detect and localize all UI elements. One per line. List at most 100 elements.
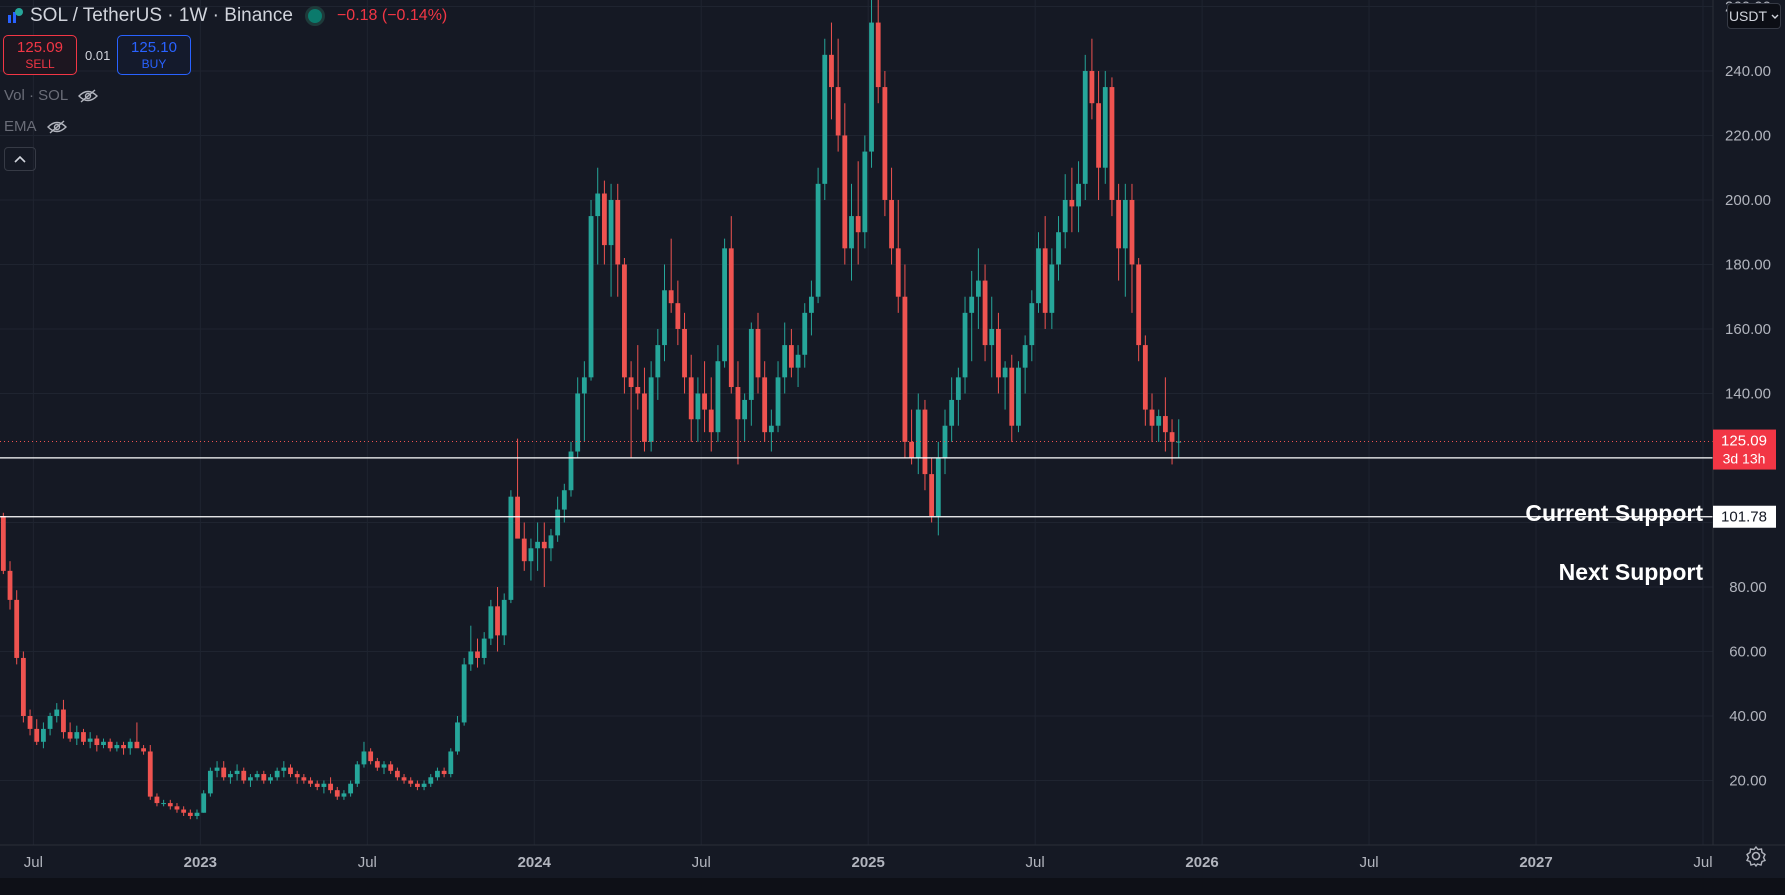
settings-icon[interactable]	[1745, 845, 1767, 867]
candle-body	[288, 767, 293, 775]
candle-body	[61, 709, 66, 733]
indicator-ema-label: EMA	[4, 118, 37, 135]
candle-body	[114, 745, 120, 749]
candle-body	[1082, 70, 1088, 184]
candle-body	[201, 793, 207, 813]
candle-body	[14, 599, 20, 658]
candle-body	[1062, 199, 1068, 233]
candle-body	[348, 783, 354, 794]
candle-body	[996, 328, 1001, 378]
chart-type-icon[interactable]	[6, 7, 24, 25]
sell-button[interactable]: 125.09 SELL	[3, 35, 77, 75]
candle-body	[461, 664, 467, 723]
time-tick-label: 2025	[851, 854, 884, 871]
candle-body	[622, 264, 627, 378]
candle-body	[328, 783, 333, 791]
candle-body	[855, 216, 861, 233]
candle-body	[408, 780, 414, 784]
candle-body	[842, 135, 848, 249]
candle-body	[635, 387, 641, 394]
market-status-icon[interactable]	[304, 6, 325, 26]
candle-body	[568, 451, 574, 491]
candle-body	[775, 377, 781, 426]
candle-body	[121, 745, 126, 749]
buy-button[interactable]: 125.10 BUY	[117, 35, 191, 75]
price-tick-label: 140.00	[1725, 385, 1771, 402]
candle-body	[227, 774, 233, 778]
candle-body	[1016, 367, 1021, 426]
candle-body	[261, 774, 267, 781]
price-axis[interactable]	[1713, 0, 1785, 845]
time-tick-label: Jul	[692, 854, 711, 871]
price-tick-label: 220.00	[1725, 127, 1771, 144]
candle-body	[154, 796, 160, 804]
candle-body	[0, 516, 6, 571]
candle-body	[975, 280, 981, 297]
candle-body	[294, 774, 300, 778]
candle-body	[27, 715, 33, 729]
candle-body	[835, 87, 841, 136]
candle-body	[241, 770, 247, 781]
candle-body	[94, 738, 100, 746]
candle-body	[254, 774, 260, 778]
candle-body	[334, 790, 340, 797]
candle-body	[141, 748, 146, 752]
candle-body	[1036, 248, 1041, 304]
candle-body	[1129, 199, 1135, 265]
candle-body	[762, 377, 768, 433]
candle-body	[134, 741, 140, 749]
candle-body	[595, 193, 601, 217]
price-tick-label: 160.00	[1725, 321, 1771, 338]
candle-body	[54, 709, 60, 716]
time-tick-label: Jul	[1693, 854, 1712, 871]
time-tick-label: Jul	[24, 854, 43, 871]
spread-value: 0.01	[85, 47, 111, 63]
collapse-legend-button[interactable]	[4, 147, 36, 171]
last-price-tag	[1713, 429, 1776, 470]
candle-body	[1042, 248, 1048, 313]
candle-body	[41, 728, 46, 742]
candle-body	[728, 248, 734, 388]
candle-body	[448, 751, 454, 775]
candle-body	[949, 399, 955, 426]
candle-body	[862, 151, 868, 233]
candle-body	[167, 803, 173, 807]
candle-body	[87, 738, 93, 742]
candle-body	[802, 312, 808, 355]
candle-body	[1056, 232, 1061, 265]
next-support-label: Next Support	[1558, 559, 1703, 585]
price-tick-label: 180.00	[1725, 256, 1771, 273]
candle-body	[1136, 264, 1142, 346]
symbol-title[interactable]: SOL / TetherUS · 1W · Binance	[30, 5, 293, 26]
candle-body	[248, 777, 253, 781]
eye-off-icon[interactable]	[78, 88, 99, 103]
candle-body	[455, 722, 460, 752]
candle-body	[869, 22, 874, 152]
currency-selector[interactable]: USDT	[1727, 3, 1781, 29]
candle-body	[515, 496, 520, 539]
candle-body	[495, 606, 500, 636]
candle-body	[321, 783, 327, 787]
candle-body	[1162, 416, 1168, 433]
candle-body	[929, 474, 935, 517]
candle-body	[401, 777, 407, 781]
candle-body	[1156, 416, 1162, 426]
candle-body	[735, 387, 741, 420]
indicator-vol[interactable]: Vol · SOL	[4, 87, 99, 104]
candle-body	[301, 777, 307, 781]
candle-body	[501, 599, 507, 636]
chart-grid	[0, 0, 1713, 845]
candle-body	[161, 803, 167, 805]
candle-body	[207, 770, 213, 794]
candles	[0, 0, 1182, 820]
candle-body	[688, 377, 694, 420]
candle-body	[435, 770, 440, 778]
candle-body	[695, 393, 701, 420]
candle-body	[782, 345, 788, 378]
candle-body	[481, 638, 487, 658]
indicator-ema[interactable]: EMA	[4, 118, 67, 135]
candle-body	[1049, 264, 1055, 313]
eye-off-icon[interactable]	[46, 119, 67, 134]
candle-body	[1176, 441, 1182, 443]
